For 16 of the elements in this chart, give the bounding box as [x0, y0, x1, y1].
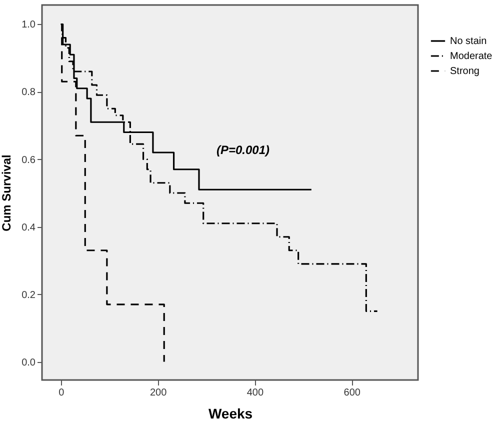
x-tick-label: 400 [246, 388, 264, 398]
x-tick-label: 0 [58, 388, 65, 398]
y-tick-label: 1.0 [22, 20, 36, 31]
y-tick-label: 0.8 [22, 87, 36, 98]
legend-label: Strong [450, 66, 480, 77]
x-tick-label: 600 [344, 388, 361, 398]
y-tick-label: 0.4 [22, 222, 36, 234]
y-tick-label: 0.2 [22, 290, 36, 301]
y-tick-label: 0.0 [22, 357, 36, 368]
annotation: (P=0.001) [216, 143, 270, 157]
y-tick-label: 0.6 [22, 154, 36, 166]
x-tick-label: 200 [150, 388, 168, 398]
y-axis-title: Cum Survival [0, 154, 14, 232]
legend-label: No stain [450, 36, 487, 47]
x-axis-title: Weeks [208, 406, 253, 422]
legend-label: Moderate [450, 51, 493, 62]
